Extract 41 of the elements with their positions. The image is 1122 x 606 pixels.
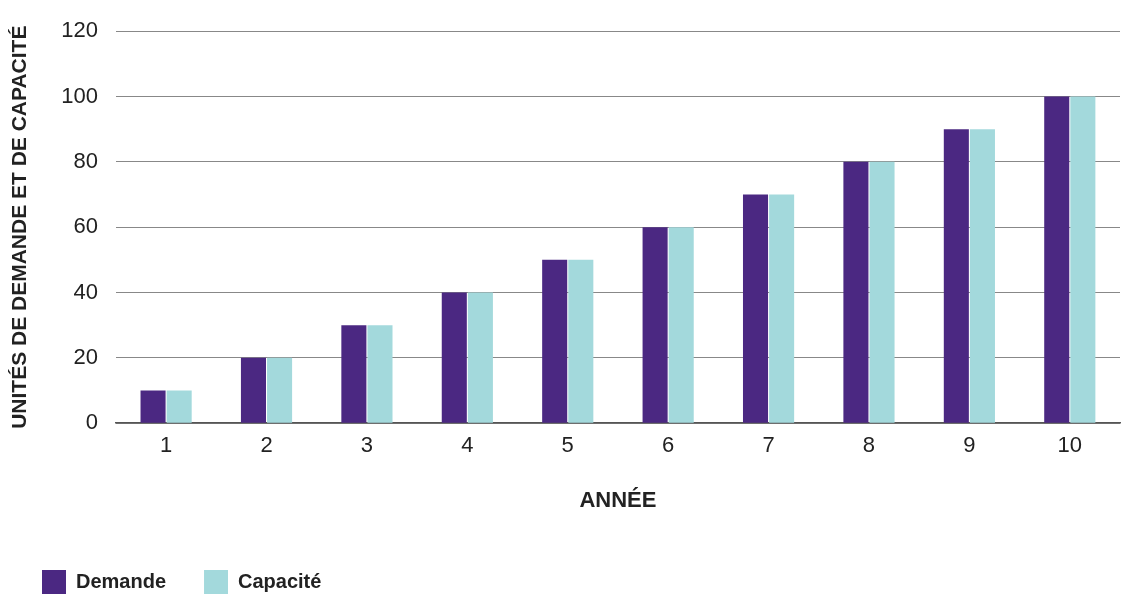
x-tick-label: 8: [862, 432, 876, 458]
legend-label: Demande: [76, 569, 167, 592]
x-axis-title: ANNÉE: [579, 486, 657, 512]
y-tick-label: 40: [73, 278, 98, 304]
bar: [943, 129, 969, 423]
bar: [969, 129, 995, 423]
bar: [267, 357, 293, 423]
y-tick-label: 60: [73, 213, 98, 239]
bar: [769, 194, 795, 423]
bar: [341, 325, 367, 423]
bar: [642, 227, 668, 423]
bar: [240, 357, 266, 423]
y-tick-label: 0: [85, 409, 98, 435]
legend-label: Capacité: [238, 569, 322, 592]
y-tick-label: 100: [61, 82, 98, 108]
bar: [166, 390, 192, 423]
x-tick-label: 3: [360, 432, 374, 458]
bar: [843, 161, 869, 423]
bar: [1044, 96, 1070, 423]
x-tick-label: 1: [159, 432, 173, 458]
bar: [869, 161, 895, 423]
bar: [542, 259, 568, 423]
bar: [441, 292, 467, 423]
x-tick-label: 6: [662, 432, 675, 458]
y-tick-label: 120: [61, 17, 98, 43]
bar: [367, 325, 393, 423]
x-tick-label: 5: [561, 432, 574, 458]
x-tick-label: 7: [762, 432, 775, 458]
y-tick-label: 20: [73, 343, 98, 369]
x-tick-label: 10: [1057, 432, 1083, 458]
x-tick-label: 9: [963, 432, 976, 458]
x-tick-label: 4: [461, 432, 474, 458]
y-axis-title: UNITÉS DE DEMANDE ET DE CAPACITÉ: [7, 25, 31, 429]
y-tick-label: 80: [73, 147, 98, 173]
bar: [668, 227, 694, 423]
bar: [467, 292, 493, 423]
bar: [742, 194, 769, 423]
x-tick-label: 2: [260, 432, 273, 458]
bar: [1070, 96, 1096, 423]
bar: [140, 390, 166, 423]
bar: [568, 259, 594, 423]
